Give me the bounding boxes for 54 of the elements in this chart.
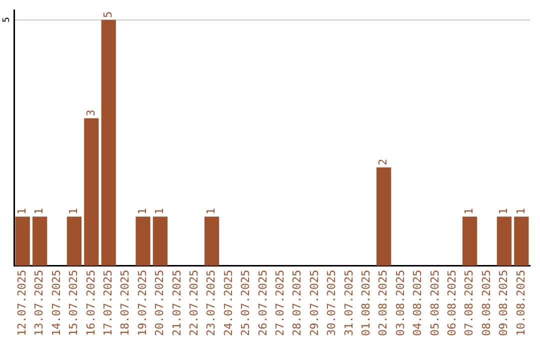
x-tick-label: 01.08.2025 — [359, 270, 372, 336]
x-tick-label: 06.08.2025 — [445, 270, 458, 336]
x-tick-label: 25.07.2025 — [239, 270, 252, 336]
bar — [84, 118, 99, 266]
x-tick-label: 10.08.2025 — [514, 270, 528, 336]
bar — [66, 216, 82, 266]
x-tick-label: 15.07.2025 — [67, 270, 80, 336]
x-tick-label: 14.07.2025 — [50, 270, 63, 336]
bar — [15, 216, 30, 266]
bar — [376, 167, 392, 266]
x-tick-label: 09.08.2025 — [497, 270, 510, 336]
x-tick-label: 26.07.2025 — [256, 270, 270, 336]
x-tick-label: 31.07.2025 — [342, 270, 356, 336]
data-label: 1 — [497, 208, 510, 215]
data-label: 1 — [136, 208, 149, 215]
data-label: 1 — [204, 208, 218, 215]
x-tick-label: 27.07.2025 — [273, 270, 286, 336]
x-tick-label: 23.07.2025 — [204, 270, 218, 336]
x-tick-label: 02.08.2025 — [376, 270, 390, 336]
data-label: 1 — [67, 208, 80, 215]
data-label: 5 — [101, 11, 114, 18]
data-label: 3 — [84, 110, 98, 116]
x-tick-label: 12.07.2025 — [15, 270, 28, 336]
bar — [32, 216, 48, 266]
bar — [136, 216, 150, 266]
x-tick-label: 17.07.2025 — [101, 270, 114, 336]
x-tick-label: 21.07.2025 — [170, 270, 184, 336]
bar — [204, 216, 220, 266]
x-tick-label: 05.08.2025 — [428, 270, 442, 336]
x-tick-label: 24.07.2025 — [222, 270, 235, 336]
x-tick-label: 13.07.2025 — [32, 270, 46, 336]
data-label: 2 — [376, 158, 390, 166]
x-tick-label: 22.07.2025 — [187, 270, 200, 336]
x-tick-label: 08.08.2025 — [480, 270, 493, 336]
x-tick-label: 19.07.2025 — [136, 270, 149, 336]
bar — [101, 20, 116, 266]
data-label: 1 — [32, 208, 46, 215]
bar — [152, 216, 168, 266]
x-tick-label: 29.07.2025 — [308, 270, 321, 336]
bar — [462, 216, 478, 266]
x-tick-label: 16.07.2025 — [84, 270, 98, 336]
data-label: 1 — [15, 208, 28, 215]
bar — [514, 216, 529, 266]
data-label: 1 — [514, 208, 528, 215]
data-label: 1 — [462, 208, 476, 215]
x-tick-label: 20.07.2025 — [153, 270, 166, 336]
x-tick-label: 30.07.2025 — [325, 270, 338, 336]
bar — [496, 216, 512, 266]
x-tick-label: 28.07.2025 — [290, 270, 304, 336]
x-tick-label: 04.08.2025 — [411, 270, 424, 336]
x-tick-label: 03.08.2025 — [394, 270, 407, 336]
x-tick-label: 18.07.2025 — [118, 270, 132, 336]
data-label: 1 — [153, 208, 166, 215]
x-tick-label: 07.08.2025 — [462, 270, 476, 336]
